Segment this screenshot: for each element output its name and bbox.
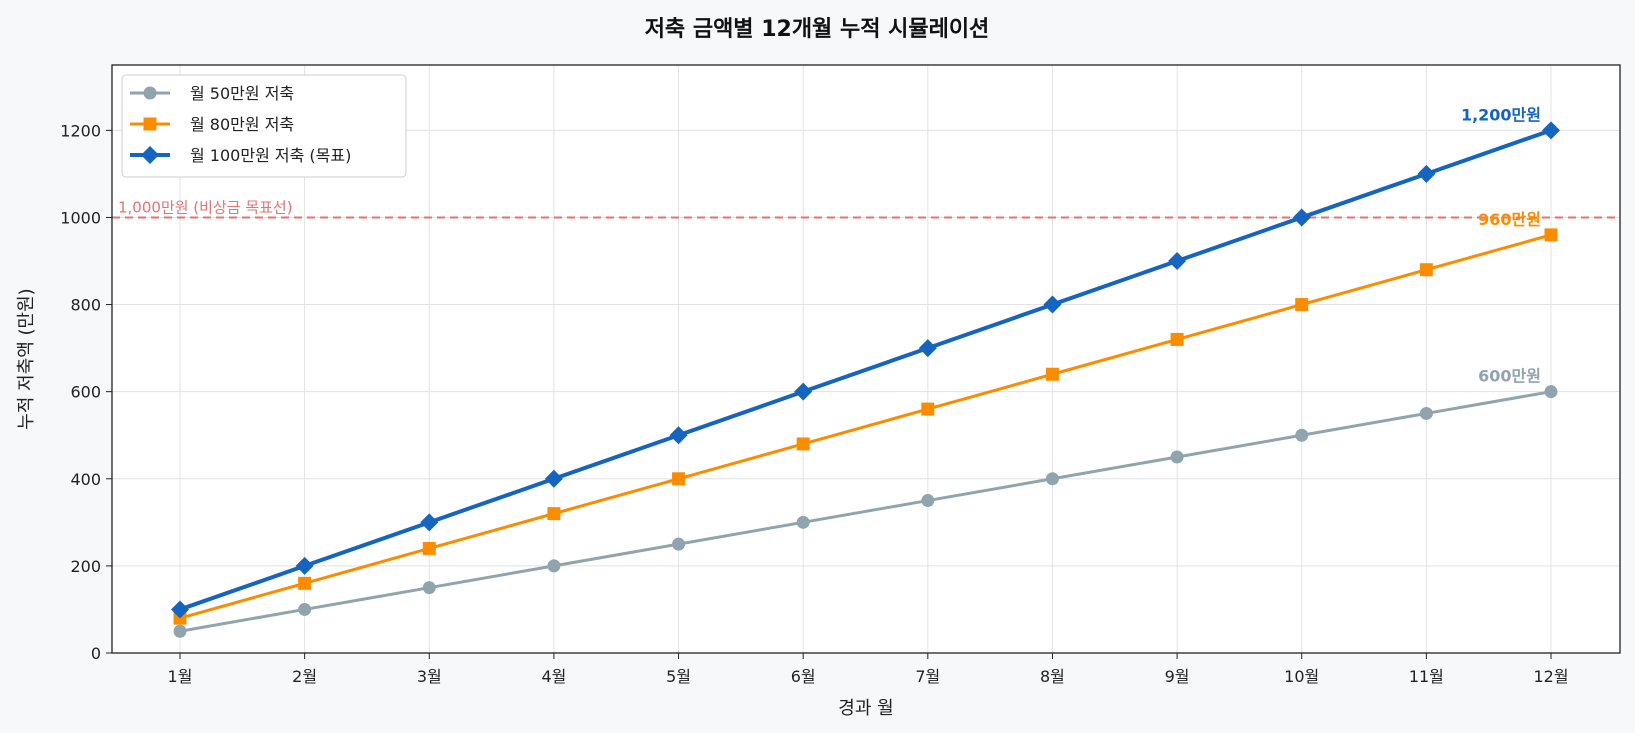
data-point — [672, 537, 686, 551]
x-tick-label: 4월 — [541, 667, 566, 686]
y-tick-label: 200 — [70, 557, 101, 576]
legend-box — [121, 74, 407, 178]
legend-entry-label: 월 80만원 저축 — [190, 115, 294, 134]
series-2: 960만원 — [173, 210, 1558, 625]
series-end-label: 1,200만원 — [1461, 105, 1541, 124]
data-point — [420, 513, 439, 532]
legend-marker — [141, 146, 159, 164]
series-end-label: 600만원 — [1478, 367, 1541, 386]
y-tick-label: 600 — [70, 383, 101, 402]
x-tick-label: 1월 — [168, 667, 193, 686]
x-tick-label: 3월 — [417, 667, 442, 686]
data-point — [1419, 406, 1433, 420]
data-point — [422, 541, 436, 555]
chart-title: 저축 금액별 12개월 누적 시뮬레이션 — [645, 17, 990, 42]
x-tick-label: 6월 — [791, 667, 816, 686]
y-tick-label: 1200 — [60, 121, 101, 140]
data-point — [422, 581, 436, 595]
y-tick-label: 800 — [70, 296, 101, 315]
series-line — [179, 233, 1552, 620]
legend-marker — [143, 86, 157, 100]
data-point — [794, 382, 813, 401]
series-end-label: 960만원 — [1478, 210, 1541, 229]
series-3: 1,200만원 — [171, 105, 1560, 619]
data-point — [1542, 121, 1560, 140]
series-group: 600만원 960만원 1,200만원 — [171, 105, 1560, 638]
legend: 월 50만원 저축월 80만원 저축월 100만원 저축 (목표) — [121, 74, 407, 178]
reference-line-group: 1,000만원 (비상금 목표선) — [112, 198, 1620, 219]
reference-line-label: 1,000만원 (비상금 목표선) — [118, 198, 293, 216]
x-tick-label: 10월 — [1284, 667, 1319, 686]
x-tick-label: 5월 — [666, 667, 691, 686]
data-point — [547, 559, 561, 573]
legend-marker — [143, 117, 157, 131]
data-point — [918, 339, 937, 358]
data-point — [796, 437, 810, 451]
data-point — [1544, 228, 1558, 242]
x-axis-label: 경과 월 — [838, 698, 893, 719]
data-point — [1544, 385, 1558, 399]
data-point — [1170, 332, 1184, 346]
data-point — [1170, 450, 1184, 464]
data-point — [1043, 295, 1062, 314]
grid — [112, 65, 1620, 654]
series-line — [179, 128, 1552, 612]
data-point — [1168, 252, 1187, 270]
y-axis: 0 200 400 600 800 1000 1200 — [60, 121, 112, 663]
data-point — [1295, 428, 1309, 442]
data-point — [796, 515, 810, 529]
y-tick-label: 400 — [70, 470, 101, 489]
data-point — [298, 602, 312, 616]
series-line — [179, 390, 1552, 633]
y-tick-label: 0 — [91, 644, 101, 663]
data-point — [1419, 263, 1433, 277]
data-point — [921, 402, 935, 416]
data-point — [171, 600, 189, 619]
data-point — [921, 494, 935, 508]
data-point — [547, 507, 561, 521]
data-point — [1292, 208, 1311, 227]
data-point — [672, 472, 686, 486]
data-point — [1045, 472, 1059, 486]
data-point — [173, 624, 187, 638]
legend-entry-label: 월 100만원 저축 (목표) — [190, 146, 351, 165]
x-tick-label: 2월 — [292, 667, 317, 686]
x-axis: 1월 2월 3월 4월 5월 6월 7월 8월 9월 10월 11월 12월 — [168, 653, 1569, 686]
data-point — [295, 556, 314, 575]
data-point — [544, 469, 563, 488]
data-point — [298, 576, 312, 590]
data-point — [669, 426, 688, 445]
x-tick-label: 7월 — [915, 667, 940, 686]
y-tick-label: 1000 — [60, 208, 101, 227]
x-tick-label: 12월 — [1533, 667, 1568, 686]
y-axis-label: 누적 저축액 (만원) — [16, 288, 37, 429]
plot-frame — [111, 64, 1621, 654]
x-tick-label: 9월 — [1165, 667, 1190, 686]
data-point — [1045, 367, 1059, 381]
x-tick-label: 11월 — [1409, 667, 1444, 686]
data-point — [1295, 298, 1309, 312]
legend-entry-label: 월 50만원 저축 — [190, 84, 294, 103]
data-point — [1417, 164, 1436, 183]
series-1: 600만원 — [173, 367, 1558, 638]
x-tick-label: 8월 — [1040, 667, 1065, 686]
